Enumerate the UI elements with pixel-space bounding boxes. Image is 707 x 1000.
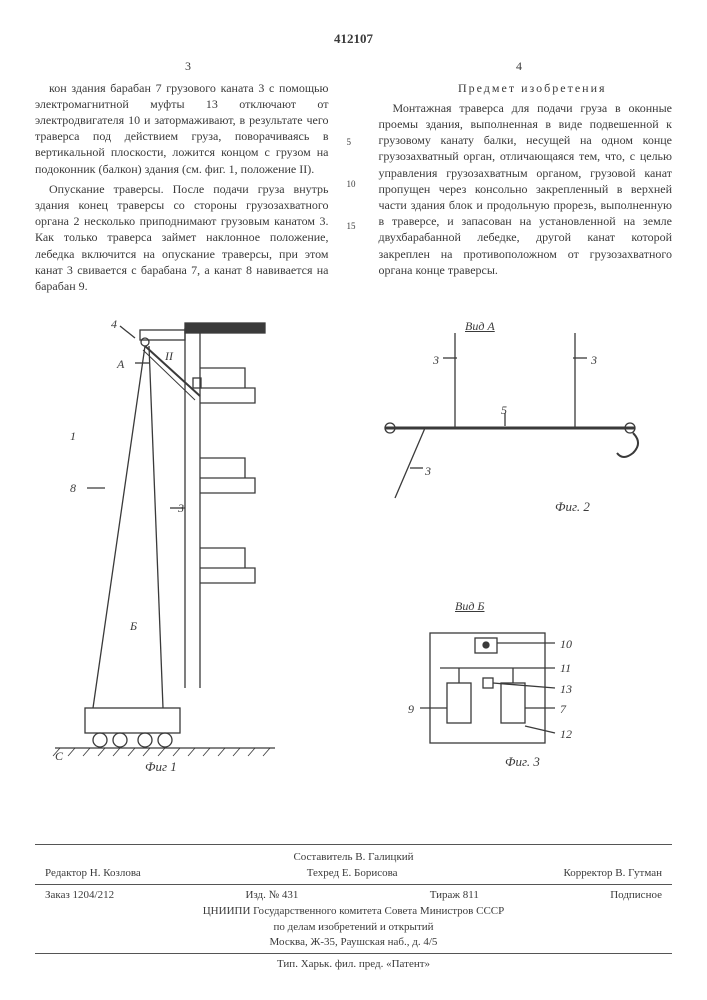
footer-order: Заказ 1204/212: [45, 888, 114, 903]
fig1-label-A: А: [117, 356, 124, 372]
fig3-label-10: 10: [560, 636, 572, 652]
left-column: кон здания барабан 7 грузового каната 3 …: [35, 80, 329, 298]
text-columns: кон здания барабан 7 грузового каната 3 …: [35, 80, 672, 298]
fig3-label-13: 13: [560, 681, 572, 697]
line-markers: 5 10 15: [347, 80, 361, 298]
right-column: Предмет изобретения Монтажная траверса д…: [379, 80, 673, 298]
page-right: 4: [516, 58, 522, 74]
fig2-label-3b: 3: [591, 352, 597, 368]
figure-3: [405, 608, 575, 768]
fig3-caption: Фиг. 3: [505, 753, 540, 771]
footer-izd: Изд. № 431: [245, 888, 298, 903]
figures-area: 4 А II 1 8 3 Б С Фиг 1 Вид А 3 3 5 3 Фиг…: [35, 308, 672, 838]
subject-title: Предмет изобретения: [379, 80, 673, 96]
fig3-label-7: 7: [560, 701, 566, 717]
fig1-label-8: 8: [70, 480, 76, 496]
left-p1: кон здания барабан 7 грузового каната 3 …: [35, 80, 329, 177]
footer-subscription: Подписное: [610, 888, 662, 903]
mark-15: 15: [347, 220, 361, 232]
footer-editor: Редактор Н. Козлова: [45, 866, 141, 881]
patent-number: 412107: [35, 30, 672, 48]
fig1-label-4: 4: [111, 316, 117, 332]
fig1-label-II: II: [165, 348, 173, 364]
figure-1: [45, 308, 305, 778]
footer-org2: по делам изобретений и открытий: [35, 920, 672, 935]
fig2-label-5: 5: [501, 402, 507, 418]
right-p1: Монтажная траверса для подачи груза в ок…: [379, 100, 673, 278]
fig1-label-B: Б: [130, 618, 137, 634]
fig1-label-C: С: [55, 748, 63, 764]
fig3-label-9: 9: [408, 701, 414, 717]
fig1-label-3: 3: [178, 500, 184, 516]
mark-5: 5: [347, 136, 361, 148]
fig3-view: Вид Б: [455, 598, 484, 614]
footer: Составитель В. Галицкий Редактор Н. Козл…: [35, 844, 672, 972]
footer-tech: Техред Е. Борисова: [307, 866, 398, 881]
fig1-caption: Фиг 1: [145, 758, 177, 776]
figure-2: [365, 318, 665, 518]
footer-printer: Тип. Харьк. фил. пред. «Патент»: [35, 957, 672, 972]
fig2-caption: Фиг. 2: [555, 498, 590, 516]
fig2-label-3c: 3: [425, 463, 431, 479]
footer-addr: Москва, Ж-35, Раушская наб., д. 4/5: [35, 935, 672, 950]
left-p2: Опускание траверсы. После подачи груза в…: [35, 181, 329, 294]
mark-10: 10: [347, 178, 361, 190]
footer-tirazh: Тираж 811: [430, 888, 479, 903]
fig1-label-1: 1: [70, 428, 76, 444]
footer-corrector: Корректор В. Гутман: [563, 866, 662, 881]
footer-org1: ЦНИИПИ Государственного комитета Совета …: [35, 904, 672, 919]
fig3-label-12: 12: [560, 726, 572, 742]
fig3-label-11: 11: [560, 660, 571, 676]
page-left: 3: [185, 58, 191, 74]
footer-compiler: Составитель В. Галицкий: [35, 850, 672, 865]
fig2-label-3a: 3: [433, 352, 439, 368]
fig2-view: Вид А: [465, 318, 495, 334]
